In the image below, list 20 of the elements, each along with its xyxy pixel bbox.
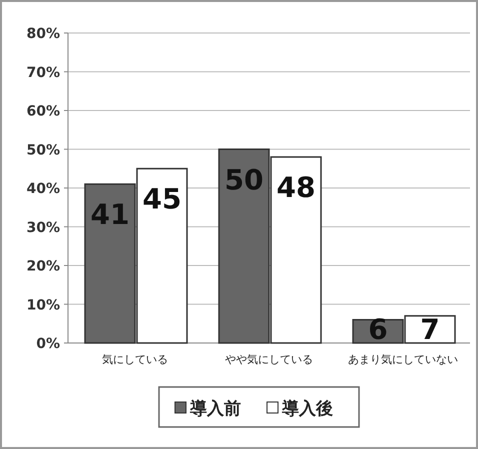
y-tick-label: 40% (26, 181, 60, 197)
y-tick-label: 30% (26, 220, 60, 236)
y-tick-label: 80% (26, 26, 60, 42)
y-tick-label: 10% (26, 297, 60, 314)
y-tick-label: 20% (26, 258, 60, 274)
data-label: 7 (420, 313, 440, 346)
y-tick-label: 50% (26, 142, 60, 158)
x-tick-label: やや気にしている (225, 353, 313, 366)
y-tick-label: 70% (26, 64, 60, 81)
data-label: 41 (90, 198, 130, 232)
x-tick-label: 気にしている (102, 353, 168, 366)
y-tick-label: 60% (26, 104, 60, 120)
data-label: 50 (224, 163, 264, 196)
legend-label: 導入前 (189, 399, 241, 419)
data-label: 6 (368, 313, 388, 346)
data-label: 48 (276, 171, 316, 204)
legend-label: 導入後 (281, 399, 333, 419)
data-label: 45 (142, 182, 182, 216)
y-tick-label: 0% (36, 336, 60, 352)
x-tick-label: あまり気にしていない (348, 353, 458, 366)
